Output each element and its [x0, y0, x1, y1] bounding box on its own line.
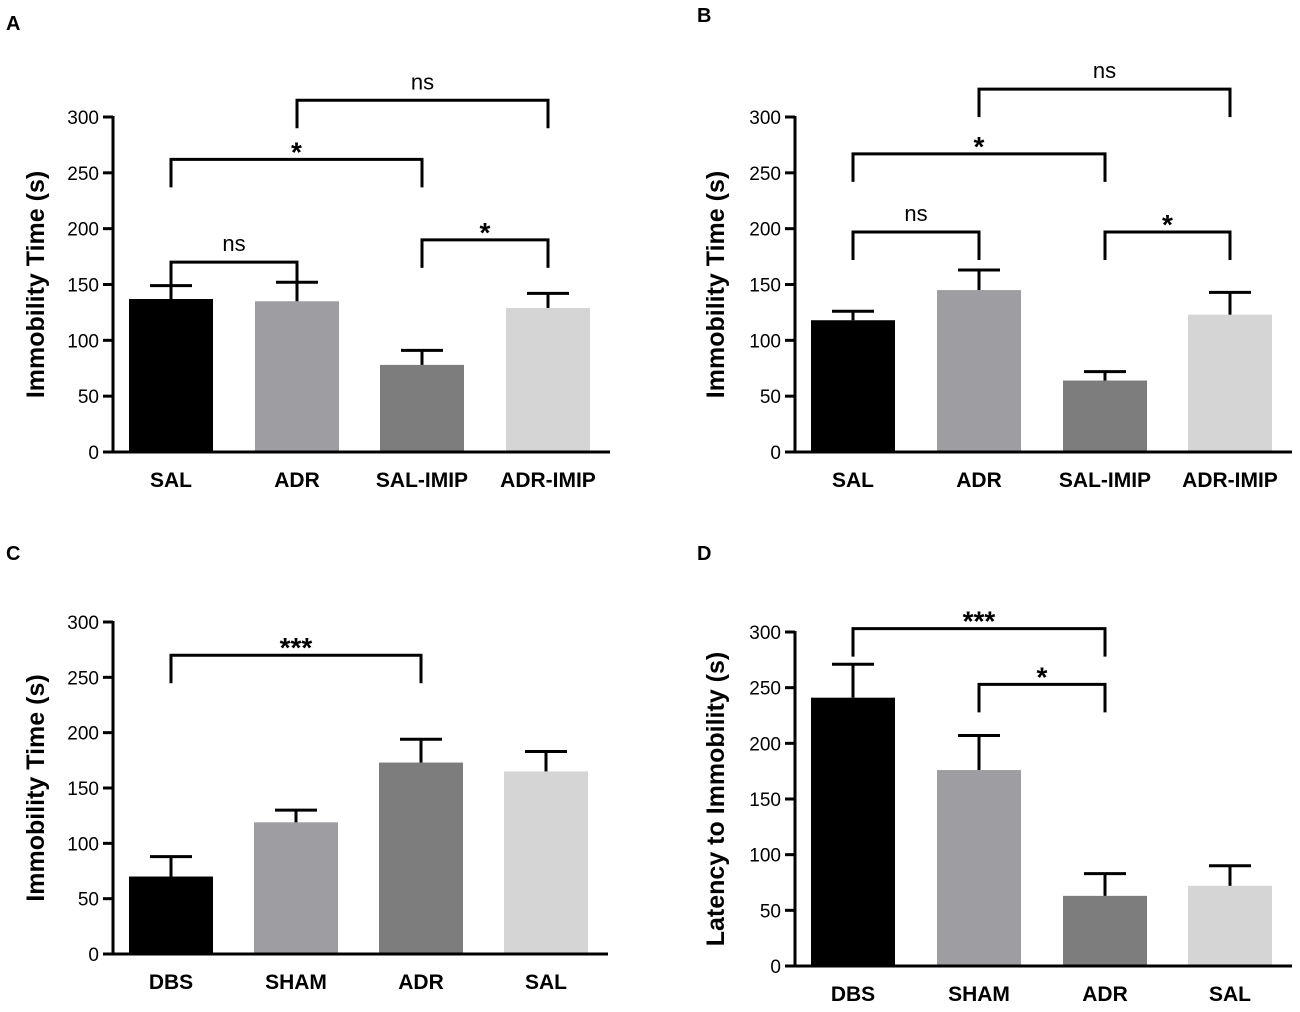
- panel-c-category-label-3: SAL: [525, 971, 567, 994]
- panel-c-bracket-label-0: ***: [280, 632, 313, 663]
- panel-b-ytick-label-100: 100: [749, 331, 781, 352]
- panel-d-ytick-label-0: 0: [770, 957, 781, 978]
- panel-a-bar-adr: [255, 301, 339, 452]
- panel-a-bracket-label-3: ns: [411, 69, 434, 94]
- panel-a-bracket-0: [169, 260, 299, 291]
- panel-b-ytick-label-50: 50: [760, 387, 781, 408]
- panel-b-ytick-label-300: 300: [749, 108, 781, 129]
- panel-a-bracket-label-1: *: [291, 136, 302, 167]
- panel-c-category-label-0: DBS: [149, 971, 193, 994]
- panel-a-ytick-label-100: 100: [67, 331, 99, 352]
- panel-d-ytick-label-100: 100: [749, 846, 781, 867]
- panel-a-bar-sal-imip: [380, 364, 464, 452]
- panel-b-ytick-label-250: 250: [749, 164, 781, 185]
- panel-b-ytick-label-0: 0: [770, 443, 781, 464]
- panel-a-y-axis-title: Immobility Time (s): [22, 171, 50, 398]
- panel-b-category-label-0: SAL: [832, 469, 874, 492]
- panel-a-category-label-1: ADR: [274, 469, 320, 492]
- panel-d-ytick-label-300: 300: [749, 623, 781, 644]
- panel-c-bar-dbs: [129, 876, 213, 954]
- panel-a-bracket-3: [295, 98, 550, 129]
- panel-b-ytick-label-200: 200: [749, 220, 781, 241]
- panel-c-ytick-label-150: 150: [67, 779, 99, 800]
- panel-c-bar-sal: [504, 771, 588, 954]
- panel-c-ytick-label-100: 100: [67, 834, 99, 855]
- panel-b-bracket-3: [977, 87, 1232, 118]
- panel-a-category-label-3: ADR-IMIP: [500, 469, 596, 492]
- panel-a-bar-sal: [129, 299, 213, 452]
- panel-a-bracket-1: [169, 157, 424, 188]
- panel-d-bracket-label-1: *: [1037, 661, 1048, 692]
- panel-d-ytick-label-50: 50: [760, 901, 781, 922]
- panel-b-bracket-label-1: *: [974, 131, 985, 162]
- panel-a-category-label-0: SAL: [150, 469, 192, 492]
- panel-b-bar-sal-imip: [1063, 380, 1147, 452]
- panel-c-bracket-0: [169, 653, 423, 684]
- panel-c-bar-sham: [254, 822, 338, 954]
- panel-b-bracket-2: [1103, 230, 1232, 261]
- panel-a-ytick-label-50: 50: [78, 387, 99, 408]
- panel-d-bar-sham: [937, 770, 1021, 966]
- panel-b-category-label-3: ADR-IMIP: [1182, 469, 1278, 492]
- panel-a-bar-adr-imip: [506, 307, 590, 452]
- panel-b-letter: B: [697, 5, 711, 27]
- panel-d-category-label-3: SAL: [1209, 983, 1251, 1006]
- panel-b-bar-adr-imip: [1188, 314, 1272, 452]
- panel-a-ytick-label-200: 200: [67, 220, 99, 241]
- panel-d-ytick-label-200: 200: [749, 734, 781, 755]
- panel-a-bracket-label-2: *: [480, 217, 491, 248]
- panel-c-category-label-1: SHAM: [265, 971, 327, 994]
- panel-b-category-label-2: SAL-IMIP: [1059, 469, 1151, 492]
- panel-b-bar-sal: [811, 320, 895, 452]
- panel-b-bracket-label-3: ns: [1093, 58, 1116, 83]
- panel-a-category-label-2: SAL-IMIP: [376, 469, 468, 492]
- panel-b-bracket-label-0: ns: [904, 201, 927, 226]
- panel-d-bracket-label-0: ***: [963, 606, 996, 637]
- panel-c-bar-adr: [379, 762, 463, 954]
- panel-a-bracket-label-0: ns: [222, 231, 245, 256]
- panel-d-bar-dbs: [811, 697, 895, 966]
- panel-c-ytick-label-250: 250: [67, 668, 99, 689]
- panel-d-ytick-label-250: 250: [749, 679, 781, 700]
- panel-c-y-axis-title: Immobility Time (s): [22, 674, 50, 901]
- panel-b-y-axis-title: Immobility Time (s): [702, 171, 730, 398]
- panel-d-bar-sal: [1188, 885, 1272, 966]
- panel-d-y-axis-title: Latency to Immobility (s): [702, 652, 730, 946]
- panel-a-ytick-label-250: 250: [67, 164, 99, 185]
- panel-c-ytick-label-50: 50: [78, 890, 99, 911]
- panel-d-category-label-1: SHAM: [948, 983, 1010, 1006]
- panel-b-bracket-1: [851, 152, 1107, 182]
- panel-c-ytick-label-300: 300: [67, 613, 99, 634]
- panel-d-bracket-0: [851, 627, 1107, 657]
- panel-a-ytick-label-150: 150: [67, 276, 99, 297]
- panel-a-ytick-label-300: 300: [67, 108, 99, 129]
- panel-b-bracket-label-2: *: [1162, 209, 1173, 240]
- panel-b-category-label-1: ADR: [956, 469, 1002, 492]
- panel-b-ytick-label-150: 150: [749, 276, 781, 297]
- panel-c-ytick-label-200: 200: [67, 724, 99, 745]
- panel-c-letter: C: [6, 543, 20, 565]
- panel-a-ytick-label-0: 0: [88, 443, 99, 464]
- panel-d-category-label-0: DBS: [831, 983, 875, 1006]
- panel-c-ytick-label-0: 0: [88, 945, 99, 966]
- panel-b-bracket-0: [851, 230, 981, 261]
- panel-d-letter: D: [697, 543, 711, 565]
- panel-a-letter: A: [6, 13, 20, 35]
- panel-d-bar-adr: [1063, 895, 1147, 966]
- panel-b-bar-adr: [937, 290, 1021, 452]
- panel-d-ytick-label-150: 150: [749, 790, 781, 811]
- panel-c-category-label-2: ADR: [398, 971, 444, 994]
- panel-a-bracket-2: [420, 238, 550, 268]
- panel-d-category-label-2: ADR: [1082, 983, 1128, 1006]
- panel-d-bracket-1: [977, 682, 1107, 713]
